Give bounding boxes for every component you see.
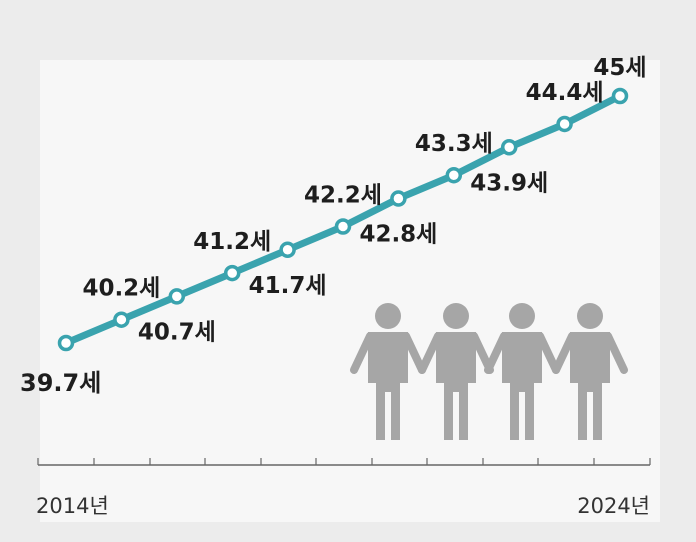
person-left-arm: [418, 332, 442, 374]
person-icon: [350, 303, 426, 440]
person-head: [577, 303, 603, 329]
series-line: [57, 87, 629, 352]
data-label: 39.7세: [20, 369, 101, 397]
data-label: 44.4세: [526, 80, 604, 106]
data-point: [168, 288, 186, 305]
data-point: [223, 264, 241, 282]
x-tick-label: 2024년: [577, 494, 650, 518]
person-left-arm: [350, 332, 374, 374]
person-body: [368, 332, 408, 440]
data-point: [500, 139, 518, 156]
x-tick-label: 2014년: [36, 494, 109, 518]
data-point: [113, 311, 130, 328]
data-point: [334, 218, 352, 235]
data-labels: 39.7세 40.2세 40.7세 41.2세 41.7세 42.2세 42.8세 43.3세…: [20, 55, 647, 397]
person-left-arm: [484, 332, 508, 374]
person-body: [502, 332, 542, 440]
data-label: 40.2세: [82, 276, 160, 302]
person-body: [570, 332, 610, 440]
data-label: 42.8세: [359, 222, 437, 248]
data-point: [279, 241, 296, 259]
data-point: [390, 190, 407, 207]
person-icon: [418, 303, 494, 440]
x-axis: 2014년 2024년: [36, 458, 651, 518]
data-label: 40.7세: [138, 319, 216, 345]
data-label: 45세: [593, 55, 646, 81]
person-icon: [484, 303, 560, 440]
person-right-arm: [402, 332, 426, 374]
data-label: 41.7세: [249, 273, 327, 299]
person-left-arm: [552, 332, 576, 374]
person-head: [375, 303, 401, 329]
data-label: 43.3세: [415, 131, 493, 157]
plot-background: [40, 60, 660, 522]
data-point: [57, 334, 75, 352]
person-icon: [552, 303, 628, 440]
data-label: 43.9세: [470, 170, 548, 196]
data-point: [445, 166, 463, 184]
data-label: 41.2세: [193, 229, 271, 255]
person-right-arm: [536, 332, 560, 374]
data-point: [611, 87, 629, 105]
data-point: [556, 115, 573, 133]
person-right-arm: [604, 332, 628, 374]
person-body: [436, 332, 476, 440]
data-label: 42.2세: [304, 182, 382, 208]
person-head: [443, 303, 469, 329]
people-icons: [350, 303, 628, 440]
person-head: [509, 303, 535, 329]
